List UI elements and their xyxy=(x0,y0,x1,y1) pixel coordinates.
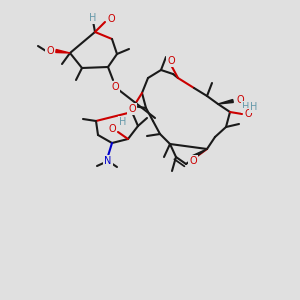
Text: O: O xyxy=(107,14,115,24)
Text: O: O xyxy=(108,124,116,134)
Text: O: O xyxy=(128,104,136,114)
Text: O: O xyxy=(244,109,252,119)
Text: H: H xyxy=(250,102,258,112)
Text: O: O xyxy=(167,56,175,66)
Text: H: H xyxy=(89,13,97,23)
Text: O: O xyxy=(46,46,54,56)
Polygon shape xyxy=(218,100,233,104)
Text: O: O xyxy=(111,82,119,92)
Text: H: H xyxy=(119,117,127,127)
Text: O: O xyxy=(236,95,244,105)
Text: N: N xyxy=(104,156,112,166)
Polygon shape xyxy=(56,50,70,53)
Text: H: H xyxy=(242,102,250,112)
Polygon shape xyxy=(192,149,207,158)
Text: O: O xyxy=(189,156,197,166)
